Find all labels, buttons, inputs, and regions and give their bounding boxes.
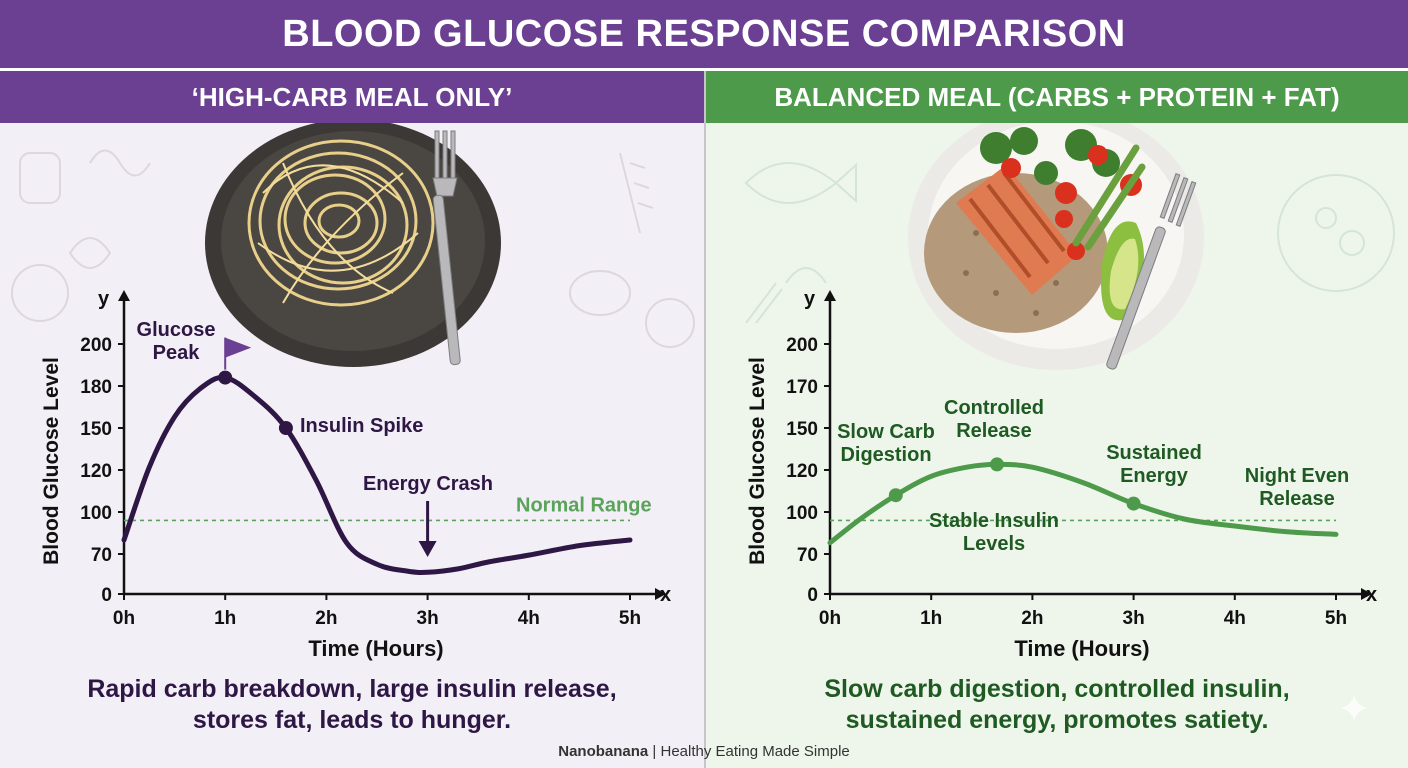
marker-label: Slow Carb Digestion [837,421,935,466]
x-tick-label: 0h [113,608,135,629]
x-axis-letter: x [660,584,671,606]
marker-label: Sustained Energy [1106,442,1202,487]
data-point-marker [1126,496,1141,511]
x-tick-label: 2h [315,608,337,629]
y-tick-label: 70 [797,545,818,566]
footer-brand: Nanobanana [558,743,649,760]
high-carb-glucose-chart: x y 0 70 100 120 150 180 200 0h 1h 2h 3h 4h 5h Time (Ho… [40,288,671,661]
marker-label: Glucose Peak [137,319,216,364]
y-axis-title: Blood Glucose Level [40,357,63,565]
y-tick-label: 0 [807,585,818,606]
x-tick-label: 4h [1224,608,1246,629]
y-tick-label: 70 [91,545,112,566]
panel-divider [704,71,706,768]
food-doodles-background [744,162,1395,324]
peak-flag-icon [225,337,252,358]
annotation-label: Energy Crash [363,473,493,495]
main-title-text: BLOOD GLUCOSE RESPONSE COMPARISON [282,12,1126,55]
y-axis-arrow-icon [118,290,130,301]
balanced-meal-panel-header: BALANCED MEAL (CARBS + PROTEIN + FAT) [706,71,1408,123]
x-axis-letter: x [1366,584,1377,606]
high-carb-panel: ‘HIGH-CARB MEAL ONLY’ [0,71,704,768]
annotation-label: Night Even Release [1245,465,1349,510]
balanced-meal-caption-line-1: Slow carb digestion, controlled insulin, [824,675,1290,703]
y-tick-label: 200 [786,335,818,356]
food-doodles-background [11,149,695,348]
x-tick-label: 5h [1325,608,1347,629]
glucose-curve [121,374,633,575]
balanced-meal-glucose-chart: x y 0 70 100 120 150 170 200 0h 1h 2h 3h 4h 5h Time (Ho… [746,288,1377,661]
footer-separator: | [648,743,661,760]
y-axis-title: Blood Glucose Level [746,357,769,565]
y-axis-arrow-icon [824,290,836,301]
x-tick-label: 1h [920,608,942,629]
high-carb-panel-header: ‘HIGH-CARB MEAL ONLY’ [0,71,704,123]
x-tick-label: 5h [619,608,641,629]
data-point-marker [989,457,1004,472]
x-tick-label: 2h [1021,608,1043,629]
y-tick-label: 170 [786,377,818,398]
y-tick-label: 0 [101,585,112,606]
y-tick-label: 120 [80,461,112,482]
x-axis-arrow-icon [1361,588,1372,600]
y-tick-label: 100 [786,503,818,524]
x-tick-label: 0h [819,608,841,629]
balanced-meal-plate-image [908,123,1204,370]
x-tick-label: 3h [1123,608,1145,629]
footer-credit: Nanobanana | Healthy Eating Made Simple [0,743,1408,760]
balanced-meal-panel-title: BALANCED MEAL (CARBS + PROTEIN + FAT) [774,81,1340,112]
spaghetti-plate-image [205,123,501,367]
marker-label: Insulin Spike [300,415,423,437]
x-tick-label: 1h [214,608,236,629]
x-tick-label: 3h [417,608,439,629]
y-axis-letter: y [804,288,816,310]
normal-range-label: Normal Range [516,494,652,516]
y-axis-letter: y [98,288,110,310]
title-divider [0,68,1408,71]
y-tick-label: 180 [80,377,112,398]
x-tick-label: 4h [518,608,540,629]
high-carb-panel-title: ‘HIGH-CARB MEAL ONLY’ [191,81,513,112]
high-carb-caption-line-1: Rapid carb breakdown, large insulin rele… [87,675,617,703]
x-axis-title: Time (Hours) [308,636,443,661]
data-point-marker [278,421,293,435]
high-carb-caption-line-2: stores fat, leads to hunger. [192,706,512,734]
balanced-meal-caption-line-2: sustained energy, promotes satiety. [845,706,1269,734]
y-tick-label: 100 [80,503,112,524]
high-carb-caption: Rapid carb breakdown, large insulin rele… [0,674,704,736]
main-title: BLOOD GLUCOSE RESPONSE COMPARISON [0,0,1408,68]
footer-tagline: Healthy Eating Made Simple [660,743,850,760]
y-tick-label: 150 [80,419,112,440]
data-point-marker [888,488,903,503]
x-axis-title: Time (Hours) [1014,636,1149,661]
balanced-meal-caption: Slow carb digestion, controlled insulin,… [706,674,1408,736]
marker-label: Controlled Release [944,397,1044,442]
x-axis-arrow-icon [655,588,666,600]
balanced-meal-panel: BALANCED MEAL (CARBS + PROTEIN + FAT) [706,71,1408,768]
down-arrow-icon [418,541,437,557]
data-point-marker [218,370,233,385]
y-tick-label: 120 [786,461,818,482]
y-tick-label: 150 [786,419,818,440]
annotation-label: Stable Insulin Levels [929,510,1059,555]
y-tick-label: 200 [80,335,112,356]
sparkle-icon [1340,694,1368,722]
